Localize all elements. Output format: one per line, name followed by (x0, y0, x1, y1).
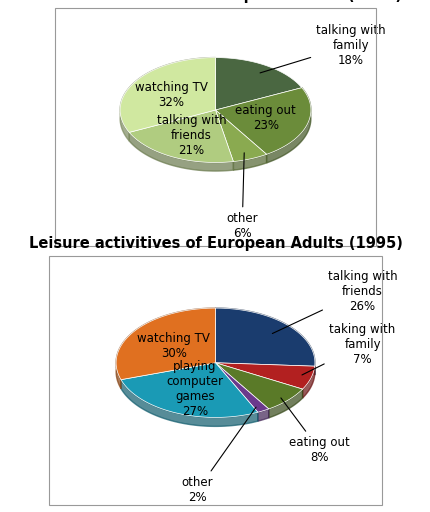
Polygon shape (302, 366, 314, 398)
Polygon shape (116, 308, 215, 380)
Polygon shape (215, 88, 310, 154)
Polygon shape (268, 389, 302, 418)
Polygon shape (121, 380, 257, 426)
Polygon shape (266, 88, 310, 163)
Title: Leisure activitives of European Adults (1995): Leisure activitives of European Adults (… (28, 236, 402, 251)
Polygon shape (257, 409, 268, 421)
Polygon shape (215, 308, 314, 375)
Polygon shape (215, 363, 268, 412)
Text: eating out
8%: eating out 8% (280, 398, 350, 464)
Text: eating out
23%: eating out 23% (235, 104, 295, 132)
Text: playing
computer
games
27%: playing computer games 27% (166, 360, 223, 418)
Polygon shape (116, 308, 215, 389)
Text: talking with
friends
26%: talking with friends 26% (272, 270, 396, 333)
Polygon shape (215, 363, 302, 409)
Text: talking with
friends
21%: talking with friends 21% (157, 114, 226, 157)
Polygon shape (215, 110, 266, 162)
Title: Leisure activitives of European Adults (1985): Leisure activitives of European Adults (… (28, 0, 402, 3)
Text: other
6%: other 6% (226, 153, 258, 241)
Text: taking with
family
7%: taking with family 7% (301, 324, 395, 375)
Polygon shape (215, 363, 314, 389)
Polygon shape (120, 57, 215, 133)
Text: talking with
family
18%: talking with family 18% (259, 24, 385, 73)
Text: other
2%: other 2% (181, 407, 255, 504)
Polygon shape (129, 110, 233, 162)
Polygon shape (129, 133, 233, 171)
Text: watching TV
32%: watching TV 32% (135, 80, 207, 109)
Polygon shape (121, 363, 257, 417)
Polygon shape (215, 57, 301, 110)
Text: watching TV
30%: watching TV 30% (137, 332, 210, 360)
Polygon shape (120, 57, 215, 141)
Polygon shape (215, 308, 314, 366)
Polygon shape (233, 154, 266, 170)
